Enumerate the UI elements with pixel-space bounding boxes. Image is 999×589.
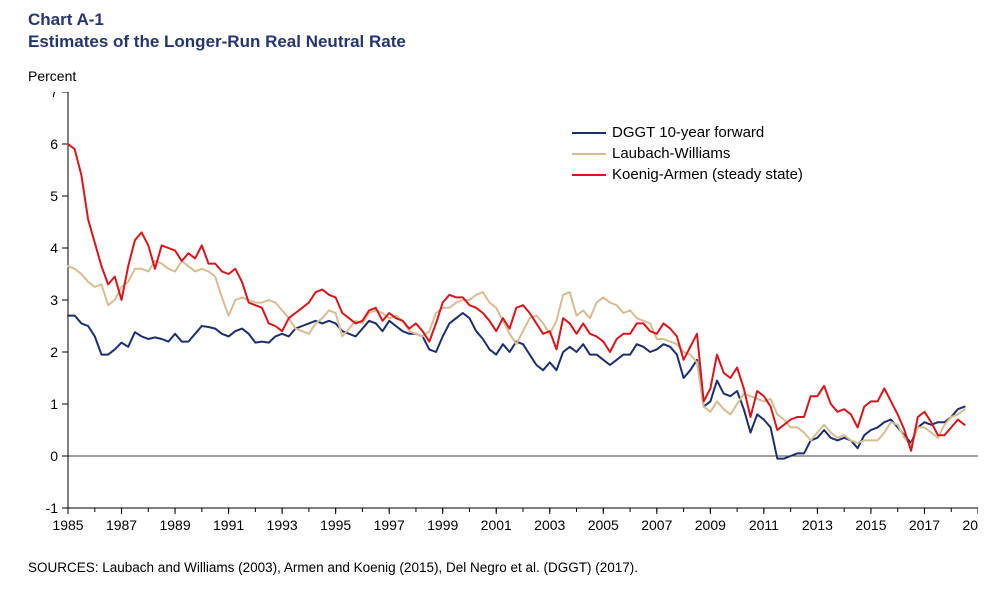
x-tick-label: 2007 [641,517,672,532]
series-line [68,313,965,459]
sources-note: SOURCES: Laubach and Williams (2003), Ar… [28,560,638,575]
x-tick-label: 2017 [909,517,940,532]
x-tick-label: 1985 [52,517,83,532]
x-tick-label: 2019 [962,517,978,532]
x-tick-label: 1995 [320,517,351,532]
x-tick-label: 1999 [427,517,458,532]
x-tick-label: 2003 [534,517,565,532]
x-tick-label: 1989 [159,517,190,532]
y-tick-label: 3 [50,292,58,308]
y-tick-label: 2 [50,344,58,360]
y-tick-label: 1 [50,396,58,412]
y-axis-label: Percent [28,68,76,84]
y-tick-label: 0 [50,448,58,464]
plot-svg: -1 0 1 2 3 4 5 6 7 1985 1987 1989 1991 1993 1995 1997 19… [28,92,978,532]
x-tick-label: 2009 [695,517,726,532]
y-tick-label: 5 [50,188,58,204]
x-tick-label: 1993 [267,517,298,532]
x-tick-label: 2005 [588,517,619,532]
legend-label: Koenig-Armen (steady state) [612,166,803,183]
legend-label: Laubach-Williams [612,145,730,162]
chart-container: Chart A-1 Estimates of the Longer-Run Re… [0,0,999,589]
y-tick-label: -1 [46,500,59,516]
x-tick-label: 2013 [802,517,833,532]
y-tick-label: 7 [50,92,58,100]
x-tick-label: 1997 [374,517,405,532]
plot-area: -1 0 1 2 3 4 5 6 7 1985 1987 1989 1991 1993 1995 1997 19… [28,92,978,532]
x-tick-label: 2011 [749,517,779,532]
x-tick-label: 1991 [213,517,244,532]
series-line [68,144,965,451]
legend-label: DGGT 10-year forward [612,124,764,141]
x-tick-label: 1987 [106,517,137,532]
chart-number: Chart A-1 [28,10,104,30]
legend: DGGT 10-year forward Laubach-Williams Koen… [572,124,803,183]
y-tick-label: 6 [50,136,58,152]
x-tick-label: 2015 [855,517,886,532]
x-tick-label: 2001 [481,517,512,532]
chart-title: Estimates of the Longer-Run Real Neutral… [28,32,406,52]
y-tick-label: 4 [50,240,58,256]
series-line [68,261,965,446]
